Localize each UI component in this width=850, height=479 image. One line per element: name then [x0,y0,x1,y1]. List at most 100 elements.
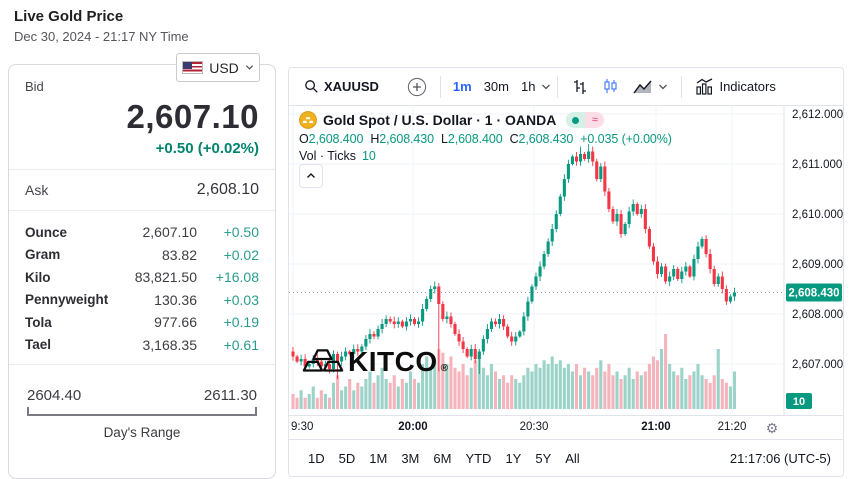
chevron-up-icon [307,173,315,178]
unit-value: 130.36 [154,291,197,308]
unit-change: +0.61 [223,336,259,353]
bid-price: 2,607.10 [126,98,259,135]
table-row: Tola 977.66 +0.19 [25,311,259,334]
bar-style-button[interactable] [564,74,595,99]
ask-row: Ask 2,608.10 [9,170,275,211]
range-6m[interactable]: 6M [433,450,452,466]
us-flag-icon [182,61,204,74]
unit-label: Tael [25,337,52,353]
svg-text:2,608.000: 2,608.000 [792,309,843,321]
unit-label: Gram [25,247,61,263]
quote-card: Bid 2,607.10 +0.50 (+0.02%) Ask 2,608.10… [8,64,276,479]
unit-change: +0.19 [223,314,259,331]
symbol-info-row[interactable]: Gold Spot / U.S. Dollar · 1 · OANDA ≈ [299,111,679,129]
candle-style-button[interactable] [595,74,626,99]
unit-change: +0.03 [223,291,259,308]
svg-text:2,611.000: 2,611.000 [792,159,842,171]
range-toolbar: 1D 5D 1M 3M 6M YTD 1Y 5Y All 21:17:06 (U… [289,439,843,476]
range-low: 2604.40 [27,387,82,404]
time-tick: 21:20 [717,421,747,433]
unit-change: +16.08 [215,269,259,286]
svg-text:2,608.430: 2,608.430 [788,288,839,300]
unit-label: Ounce [25,224,68,240]
unit-label: Tola [25,314,52,330]
interval-30m[interactable]: 30m [483,79,509,94]
svg-text:2,609.000: 2,609.000 [792,259,843,271]
market-status-badge[interactable]: ≈ [566,112,605,128]
unit-price-table: Ounce 2,607.10 +0.50 Gram 83.82 +0.02 Ki… [9,211,275,365]
unit-change: +0.50 [223,224,259,241]
currency-selector[interactable]: USD [176,53,260,82]
range-high: 2611.30 [203,387,257,404]
range-ytd[interactable]: YTD [465,450,492,466]
svg-text:2,612.000: 2,612.000 [792,109,843,121]
range-1y[interactable]: 1Y [505,450,522,466]
range-5y[interactable]: 5Y [535,450,552,466]
bid-change: +0.50 (+0.02%) [155,140,259,157]
table-row: Tael 3,168.35 +0.61 [25,334,259,357]
unit-value: 83,821.50 [134,269,197,286]
bars-style-icon [574,80,587,94]
time-tick: 9:30 [291,421,314,433]
indicators-icon [696,78,713,95]
area-style-icon [633,80,652,93]
candlestick-chart[interactable]: 2,612.000 2,611.000 2,610.000 2,609.000 2,60… [289,106,843,415]
range-3m[interactable]: 3M [401,450,420,466]
unit-value: 83.82 [161,246,197,263]
market-open-dot-icon [566,112,586,128]
currency-label: USD [209,59,239,76]
svg-text:10: 10 [793,396,805,408]
interval-menu-chevron-icon[interactable] [541,82,551,92]
candles-style-icon [604,79,618,93]
gold-coin-icon [299,111,317,129]
area-style-button[interactable] [626,75,675,99]
chart-panel: XAUUSD 1m 30m 1h [288,67,844,477]
time-tick: 21:00 [641,421,671,433]
interval-1m[interactable]: 1m [452,79,472,94]
plus-circle-icon [407,77,427,96]
indicators-label: Indicators [719,79,776,94]
unit-value: 3,168.35 [142,336,198,353]
ask-price: 2,608.10 [196,181,259,198]
toolbar-separator [439,75,441,98]
chart-toolbar: XAUUSD 1m 30m 1h [289,68,843,106]
unit-value: 977.66 [154,314,197,331]
range-5d[interactable]: 5D [338,450,356,466]
table-row: Pennyweight 130.36 +0.03 [25,289,259,312]
legend-collapse-button[interactable] [299,164,323,188]
interval-1h[interactable]: 1h [521,79,536,94]
symbol-search-button[interactable]: XAUUSD [297,75,386,98]
range-label: Day's Range [103,425,181,440]
unit-change: +0.02 [223,246,259,263]
compare-add-button[interactable] [400,73,434,101]
range-1d[interactable]: 1D [308,450,325,466]
time-tick: 20:00 [398,421,428,433]
symbol-label: XAUUSD [324,79,379,94]
page-title: Live Gold Price [14,8,124,25]
table-row: Gram 83.82 +0.02 [25,244,259,267]
toolbar-separator [557,75,559,98]
delayed-data-icon: ≈ [585,112,605,128]
unit-label: Kilo [25,269,51,285]
time-tick: 20:30 [519,421,549,433]
page-timestamp: Dec 30, 2024 - 21:17 NY Time [14,29,189,44]
range-all[interactable]: All [565,450,580,466]
symbol-name: Gold Spot / U.S. Dollar · 1 · OANDA [323,112,557,128]
table-row: Ounce 2,607.10 +0.50 [25,221,259,244]
chevron-down-icon [245,65,253,70]
days-range-section: 2604.40 2611.30 Day's Range [9,365,275,446]
search-icon [305,80,318,93]
range-1m[interactable]: 1M [369,450,388,466]
svg-text:2,607.000: 2,607.000 [792,359,843,371]
axis-settings-gear-icon[interactable]: ⚙ [765,419,779,436]
bid-section: Bid 2,607.10 +0.50 (+0.02%) [9,65,275,170]
svg-text:2,610.000: 2,610.000 [792,209,843,221]
indicators-button[interactable]: Indicators [688,74,782,99]
ask-label: Ask [25,182,49,198]
toolbar-separator [681,75,683,98]
chart-clock[interactable]: 21:17:06 (UTC-5) [729,450,831,466]
unit-label: Pennyweight [25,292,109,308]
bid-label: Bid [25,79,44,94]
table-row: Kilo 83,821.50 +16.08 [25,266,259,289]
time-axis[interactable]: 9:30 20:00 20:30 21:00 21:20 ⚙ [289,415,843,439]
